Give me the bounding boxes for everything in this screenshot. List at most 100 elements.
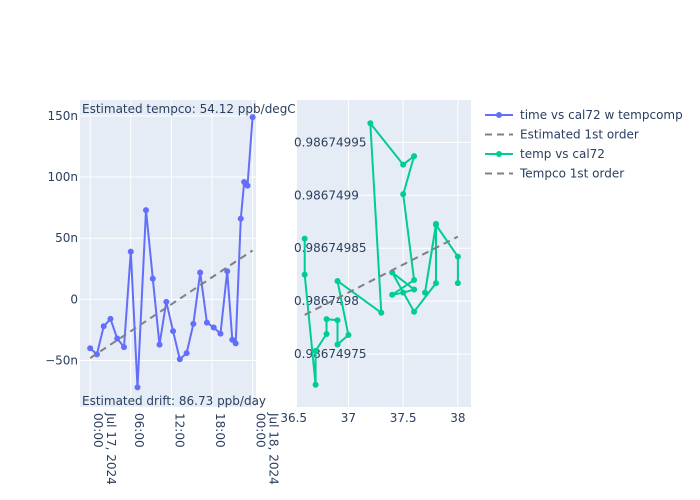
y-tick-label: −50n	[45, 354, 78, 368]
left-series	[87, 114, 256, 391]
data-point	[334, 341, 341, 348]
series-line	[89, 249, 254, 359]
data-point	[134, 384, 141, 391]
data-point	[432, 280, 439, 287]
x-tick: 00:00 Jul 18, 2024	[254, 412, 281, 485]
data-point	[107, 315, 114, 322]
x-tick: 06:00	[132, 413, 146, 448]
x-tick-label: 18:00	[213, 413, 227, 448]
legend-marker	[496, 112, 502, 118]
x-tick: 18:00	[213, 413, 227, 448]
data-point	[170, 328, 177, 335]
data-point	[400, 289, 407, 296]
data-point	[87, 345, 94, 352]
right-plot-area	[297, 100, 471, 407]
data-point	[203, 319, 210, 326]
data-point	[389, 291, 396, 298]
data-point	[93, 351, 100, 358]
data-point	[127, 248, 134, 255]
data-point	[312, 347, 319, 354]
right-panel: 0.98674975 0.9867498 0.98674985 0.9867499 0.…	[280, 100, 471, 425]
right-gridlines	[297, 100, 471, 407]
data-point	[454, 253, 461, 260]
data-point	[143, 207, 149, 214]
data-point	[301, 235, 308, 242]
x-tick-label: Jul 18, 2024	[267, 412, 281, 485]
data-point	[454, 280, 461, 287]
y-tick-label: 150n	[47, 109, 78, 123]
data-point	[411, 276, 418, 283]
y-tick-label: 0.9867498	[294, 294, 359, 308]
legend-item[interactable]: time vs cal72 w tempcomp	[485, 108, 683, 122]
x-tick-label: 36.5	[280, 411, 307, 425]
data-point	[183, 350, 190, 357]
y-tick-label: 0.98674975	[294, 347, 367, 361]
data-point	[156, 341, 163, 348]
y-tick-label: 0.9867499	[294, 188, 359, 202]
data-point	[249, 114, 256, 121]
data-point	[411, 286, 418, 293]
left-panel: −50n 0 50n 100n 150n 00:00 Jul 17, 2024 06:00 1…	[45, 100, 296, 485]
legend-item[interactable]: Tempco 1st order	[485, 167, 624, 181]
data-point	[232, 340, 239, 347]
data-point	[411, 153, 418, 160]
y-tick-label: 0.98674995	[294, 135, 367, 149]
data-point	[210, 324, 217, 331]
data-point	[400, 191, 407, 198]
data-point	[323, 316, 330, 323]
data-point	[334, 278, 341, 285]
y-tick-label: 0	[70, 292, 78, 306]
data-point	[190, 320, 197, 327]
data-point	[312, 381, 319, 388]
data-point	[163, 298, 170, 305]
data-point	[217, 330, 224, 337]
data-point	[114, 335, 121, 342]
right-series	[301, 120, 461, 388]
data-point	[400, 161, 407, 168]
data-point	[432, 221, 439, 228]
series-line	[304, 235, 459, 316]
x-tick-label: 00:00	[254, 413, 268, 448]
legend-label: Estimated 1st order	[520, 128, 639, 142]
x-tick-label: 37	[341, 411, 356, 425]
data-point	[244, 182, 251, 189]
x-tick-label: 00:00	[91, 413, 105, 448]
data-point	[121, 344, 127, 351]
y-tick-label: 0.98674985	[294, 241, 367, 255]
left-annotations: Estimated tempco: 54.12 ppb/degC Estimate…	[82, 102, 296, 408]
y-tick-label: 50n	[55, 231, 78, 245]
data-point	[224, 268, 231, 275]
annotation-text: Estimated drift: 86.73 ppb/day	[82, 394, 266, 408]
data-point	[367, 120, 374, 127]
legend[interactable]: time vs cal72 w tempcomp Estimated 1st or…	[485, 108, 683, 181]
right-x-ticks: 36.5 37 37.5 38	[280, 411, 465, 425]
x-tick-label: 12:00	[172, 413, 186, 448]
y-tick-label: 100n	[47, 170, 78, 184]
data-point	[334, 317, 341, 324]
x-tick-label: 37.5	[390, 411, 417, 425]
data-point	[422, 289, 429, 296]
left-plot-area	[80, 100, 256, 407]
x-tick: 12:00	[172, 413, 186, 448]
data-point	[301, 271, 308, 278]
data-point	[100, 323, 107, 330]
data-point	[378, 309, 385, 316]
legend-item[interactable]: temp vs cal72	[485, 147, 605, 161]
legend-label: time vs cal72 w tempcomp	[520, 108, 683, 122]
x-tick-label: 06:00	[132, 413, 146, 448]
data-point	[345, 332, 352, 339]
legend-marker	[496, 151, 502, 157]
legend-item[interactable]: Estimated 1st order	[485, 128, 639, 142]
annotation-text: Estimated tempco: 54.12 ppb/degC	[82, 102, 296, 116]
data-point	[411, 308, 418, 315]
x-tick-label: 38	[450, 411, 465, 425]
data-point	[323, 330, 330, 337]
left-y-ticks: −50n 0 50n 100n 150n	[45, 109, 78, 368]
left-x-ticks: 00:00 Jul 17, 2024 06:00 12:00 18:00 00:00 Jul…	[91, 412, 280, 485]
legend-label: Tempco 1st order	[519, 167, 624, 181]
data-point	[237, 215, 244, 222]
data-point	[149, 275, 156, 282]
x-tick: 00:00 Jul 17, 2024	[91, 412, 118, 485]
data-point	[176, 356, 183, 363]
